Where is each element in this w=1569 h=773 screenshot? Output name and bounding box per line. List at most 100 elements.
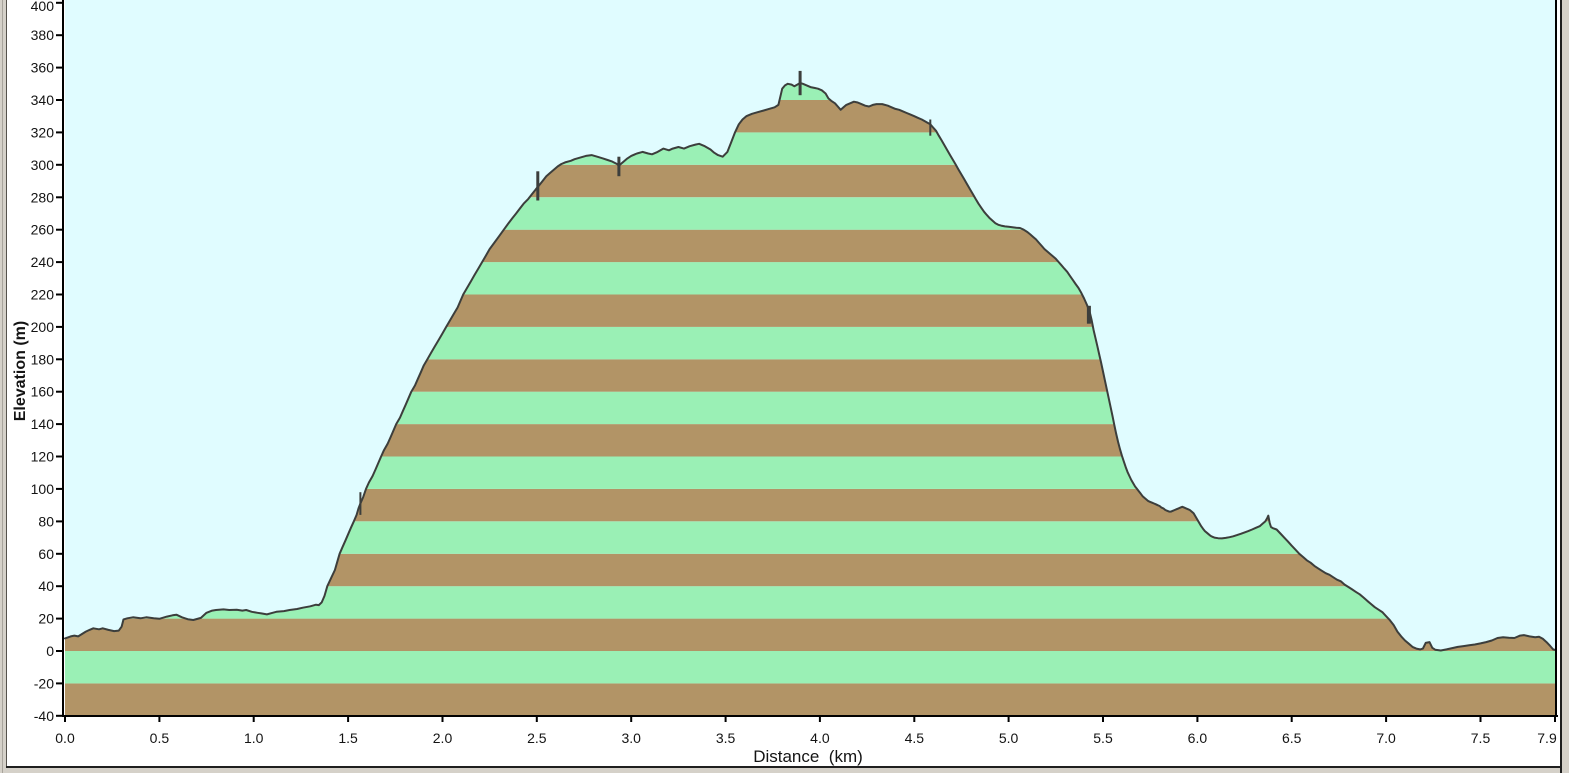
- y-tick-label: 80: [38, 513, 54, 529]
- x-tick-label: 6.0: [1188, 730, 1208, 746]
- y-tick: [56, 358, 62, 361]
- elevation-stripe: [65, 618, 1556, 651]
- x-tick-label: 0.0: [55, 730, 75, 746]
- x-tick-label: 5.0: [999, 730, 1019, 746]
- x-tick-label: 6.5: [1282, 730, 1302, 746]
- y-tick-label: 340: [31, 92, 55, 108]
- x-tick-label: 1.0: [244, 730, 264, 746]
- y-tick-label: 0: [46, 643, 54, 659]
- y-tick-label: 40: [38, 578, 54, 594]
- y-axis-line: [62, 0, 64, 717]
- y-tick: [56, 520, 62, 523]
- x-tick-label: 3.5: [716, 730, 736, 746]
- y-tick-label: 220: [31, 287, 55, 303]
- y-tick-label: -20: [34, 675, 54, 691]
- x-tick: [252, 717, 255, 722]
- y-tick-label: 180: [31, 351, 55, 367]
- y-tick: [56, 552, 62, 555]
- panel-border-left: [6, 0, 7, 766]
- y-tick: [56, 228, 62, 231]
- y-tick-label: 380: [31, 27, 55, 43]
- x-tick-label: 7.0: [1376, 730, 1396, 746]
- x-tick-label: 7.9: [1537, 730, 1557, 746]
- x-tick: [1554, 717, 1556, 722]
- y-tick: [56, 423, 62, 426]
- window-left-edge-line: [2, 0, 3, 773]
- y-tick-label: 400: [31, 0, 55, 14]
- plot-border-right: [1555, 0, 1557, 717]
- y-tick-label: 100: [31, 481, 55, 497]
- y-tick: [56, 1, 62, 4]
- y-tick: [56, 34, 62, 37]
- x-tick-label: 0.5: [150, 730, 170, 746]
- x-tick: [630, 717, 633, 722]
- y-tick: [56, 293, 62, 296]
- y-tick: [56, 261, 62, 264]
- x-axis-ticks: [64, 717, 1556, 722]
- y-tick: [56, 487, 62, 490]
- x-tick: [535, 717, 538, 722]
- waypoint-markers: [359, 70, 1091, 515]
- x-tick: [1479, 717, 1482, 722]
- y-tick-label: 300: [31, 157, 55, 173]
- x-tick-label: 4.0: [810, 730, 830, 746]
- elevation-stripe: [65, 651, 1556, 684]
- y-axis-tick-labels: -40 -20 0 20 40 60 80 100 120 140 160 180 200 220 240 2…: [31, 0, 55, 724]
- y-tick-label: 60: [38, 546, 54, 562]
- x-tick: [913, 717, 916, 722]
- y-tick-label: 360: [31, 60, 55, 76]
- x-tick-label: 3.0: [621, 730, 641, 746]
- y-tick-label: 160: [31, 384, 55, 400]
- x-tick: [441, 717, 444, 722]
- y-tick-label: 240: [31, 254, 55, 270]
- y-axis-title: Elevation (m): [12, 321, 29, 421]
- x-tick-label: 7.5: [1471, 730, 1491, 746]
- y-tick: [56, 66, 62, 69]
- x-tick: [1196, 717, 1199, 722]
- x-tick-label: 2.0: [433, 730, 453, 746]
- y-tick: [56, 650, 62, 652]
- y-tick: [56, 455, 62, 458]
- y-tick: [56, 196, 62, 199]
- x-tick: [818, 717, 821, 722]
- y-tick: [56, 325, 62, 328]
- y-tick-label: 140: [31, 416, 55, 432]
- x-tick: [158, 717, 161, 722]
- x-tick-label: 2.5: [527, 730, 547, 746]
- x-tick-label: 1.5: [338, 730, 358, 746]
- y-tick: [56, 682, 62, 685]
- y-tick: [56, 99, 62, 101]
- x-tick-label: 5.5: [1093, 730, 1113, 746]
- x-tick: [724, 717, 727, 722]
- x-tick: [1290, 717, 1293, 722]
- y-tick: [56, 131, 62, 134]
- y-tick-label: 200: [31, 319, 55, 335]
- y-tick: [56, 617, 62, 620]
- elevation-stripe: [65, 683, 1556, 716]
- y-tick: [56, 714, 62, 717]
- y-tick-label: 280: [31, 189, 55, 205]
- y-axis-ticks: [56, 1, 62, 717]
- y-tick: [56, 163, 62, 166]
- x-axis-title: Distance (km): [753, 747, 863, 766]
- x-axis-line: [62, 715, 1558, 717]
- x-tick: [1102, 717, 1104, 722]
- y-tick-label: 320: [31, 124, 55, 140]
- y-tick-label: 20: [38, 611, 54, 627]
- y-tick: [56, 390, 62, 393]
- x-axis-tick-labels: 0.0 0.5 1.0 1.5 2.0 2.5 3.0 3.5 4.0 4.5 5.0 5.5 6.0 6…: [55, 730, 1557, 746]
- x-tick: [64, 717, 66, 722]
- y-tick-label: -40: [34, 708, 54, 724]
- x-tick: [1007, 717, 1010, 722]
- y-tick-label: 120: [31, 449, 55, 465]
- panel-border-right-outer: [1560, 0, 1562, 773]
- x-tick-label: 4.5: [905, 730, 925, 746]
- x-tick: [347, 717, 350, 722]
- y-tick-label: 260: [31, 222, 55, 238]
- x-tick: [1385, 717, 1388, 722]
- y-tick: [56, 585, 62, 588]
- terrain-profile-line: [64, 82, 1557, 652]
- panel-border-bottom: [6, 766, 1562, 768]
